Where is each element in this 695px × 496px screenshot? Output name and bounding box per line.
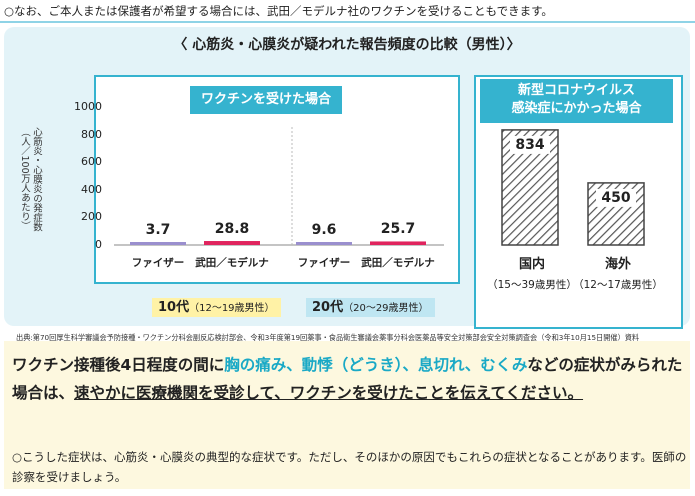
vaccine-category-label: ファイザー — [297, 257, 351, 269]
group-10s-label: 10代 — [158, 300, 190, 315]
y-axis-title-line2: （人／100万人あたり） — [19, 127, 30, 231]
advice-text: ワクチン接種後4日程度の間に胸の痛み、動悸（どうき）、息切れ、むくみなどの症状が… — [12, 351, 688, 407]
advice-panel: ワクチン接種後4日程度の間に胸の痛み、動悸（どうき）、息切れ、むくみなどの症状が… — [4, 341, 690, 489]
advice-part1: ワクチン接種後4日程度の間に — [12, 356, 225, 374]
y-axis-title-line1: 心筋炎・心膜炎の発症数 — [31, 127, 42, 232]
infection-header-line2: 感染症にかかった場合 — [511, 101, 642, 116]
vaccine-header: ワクチンを受けた場合 — [190, 86, 342, 114]
y-tick-label: 400 — [81, 182, 102, 196]
infection-sub-overseas: （12〜17歳男性） — [573, 279, 663, 291]
source-footnote: 出典:第70回厚生科学審議会予防接種・ワクチン分科会副反応検討部会、令和3年度第… — [16, 333, 640, 342]
vaccine-value-label: 25.7 — [380, 221, 416, 238]
infection-header-line1: 新型コロナウイルス — [517, 83, 635, 98]
group-20s-label: 20代 — [312, 300, 344, 315]
vaccine-value-label: 28.8 — [214, 221, 250, 238]
group-10s-ages: （12〜19歳男性） — [189, 303, 275, 314]
y-tick-label: 1000 — [74, 100, 102, 113]
advice-action: 速やかに医療機関を受診して、ワクチンを受けたことを伝えてください。 — [74, 384, 584, 402]
infection-sub-domestic: （15〜39歳男性） — [487, 279, 577, 291]
infection-value-label: 834 — [515, 136, 545, 153]
group-badge-20s: 20代（20〜29歳男性） — [306, 298, 435, 317]
infection-value-label: 450 — [601, 189, 631, 206]
chart-plot — [114, 127, 645, 246]
y-tick-label: 0 — [95, 238, 102, 251]
vaccine-value-label: 9.6 — [311, 222, 337, 238]
top-divider — [0, 21, 695, 23]
vaccine-category-label: ファイザー — [131, 257, 185, 269]
infection-header: 新型コロナウイルス 感染症にかかった場合 — [480, 79, 673, 123]
y-axis-title: 心筋炎・心膜炎の発症数 （人／100万人あたり） — [18, 127, 42, 277]
chart-panel: 〈 心筋炎・心膜炎が疑われた報告頻度の比較（男性）〉 ワクチンを受けた場合 新型… — [4, 27, 690, 342]
infection-value-backdrop — [596, 188, 636, 207]
y-tick-label: 200 — [81, 210, 102, 224]
vaccine-bar — [296, 242, 352, 245]
top-note: ○なお、ご本人または保護者が希望する場合には、武田／モデルナ社のワクチンを受ける… — [4, 4, 553, 18]
vaccine-chart-frame — [94, 75, 460, 284]
y-tick-label: 800 — [81, 127, 102, 141]
vaccine-bar — [370, 241, 426, 245]
vaccine-bar — [204, 241, 260, 245]
vaccine-category-label: 武田／モデルナ — [195, 257, 269, 269]
y-tick-label: 600 — [81, 155, 102, 169]
group-badge-10s: 10代（12〜19歳男性） — [152, 298, 281, 317]
vaccine-value-label: 3.7 — [145, 222, 171, 238]
vaccine-category-label: 武田／モデルナ — [361, 257, 435, 269]
infection-cat-overseas: 海外 — [604, 257, 631, 272]
closing-note: ○こうした症状は、心筋炎・心膜炎の典型的な症状です。ただし、そのほかの原因でもこ… — [12, 450, 687, 484]
advice-part2: などの症状がみられた場合は、 — [12, 356, 683, 402]
advice-symptoms: 胸の痛み、動悸（どうき）、息切れ、むくみ — [224, 356, 528, 374]
infection-value-backdrop — [510, 135, 550, 154]
chart-title: 〈 心筋炎・心膜炎が疑われた報告頻度の比較（男性）〉 — [173, 37, 521, 53]
infection-cat-domestic: 国内 — [518, 257, 545, 272]
vaccine-bar — [130, 242, 186, 245]
group-20s-ages: （20〜29歳男性） — [343, 303, 429, 314]
